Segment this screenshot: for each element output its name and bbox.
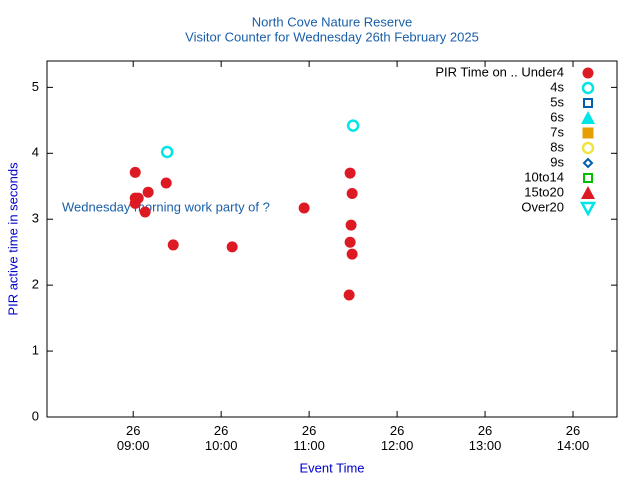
- point: [346, 248, 358, 260]
- legend-label: 15to20: [524, 184, 564, 199]
- legend-label: 8s: [550, 139, 564, 154]
- point: [160, 145, 174, 159]
- y-axis-label: PIR active time in seconds: [5, 162, 20, 316]
- legend-marker: [581, 186, 595, 199]
- x-tick-label: 26 13:00: [469, 423, 502, 453]
- point: [345, 219, 357, 231]
- legend-marker: [583, 98, 593, 108]
- legend-label: 9s: [550, 154, 564, 169]
- x-tick-label: 26 14:00: [557, 423, 590, 453]
- legend-label: PIR Time on .. Under4: [435, 64, 564, 79]
- point: [346, 188, 358, 200]
- point: [344, 167, 356, 179]
- point: [298, 202, 310, 214]
- point: [142, 186, 154, 198]
- y-tick-label: 3: [32, 211, 39, 226]
- legend-marker: [581, 111, 595, 124]
- x-axis-label: Event Time: [299, 460, 364, 475]
- point: [226, 241, 238, 253]
- point: [344, 236, 356, 248]
- legend-label: 4s: [550, 79, 564, 94]
- x-tick-label: 26 11:00: [293, 423, 325, 453]
- legend-label: Over20: [521, 199, 564, 214]
- legend-label: 5s: [550, 94, 564, 109]
- x-tick-label: 26 10:00: [205, 423, 238, 453]
- point: [132, 192, 144, 204]
- point: [160, 177, 172, 189]
- legend-marker: [581, 141, 595, 155]
- legend-label: 6s: [550, 109, 564, 124]
- point: [129, 166, 141, 178]
- y-tick-label: 5: [32, 79, 39, 94]
- y-tick-label: 0: [32, 408, 39, 423]
- x-tick-label: 26 12:00: [381, 423, 414, 453]
- legend-label: 7s: [550, 124, 564, 139]
- point: [167, 239, 179, 251]
- y-tick-label: 1: [32, 343, 39, 358]
- legend-marker: [582, 127, 594, 139]
- legend-marker: [581, 81, 595, 95]
- legend-label: 10to14: [524, 169, 564, 184]
- y-tick-label: 4: [32, 145, 39, 160]
- chart-title: North Cove Nature Reserve: [252, 14, 412, 29]
- plot-frame: [46, 60, 618, 418]
- point: [139, 206, 151, 218]
- legend-marker: [583, 173, 593, 183]
- x-tick-label: 26 09:00: [117, 423, 150, 453]
- point: [346, 119, 360, 132]
- legend-marker: [582, 157, 594, 169]
- y-tick-label: 2: [32, 277, 39, 292]
- point: [343, 289, 355, 301]
- annotation: Wednesday morning work party of ?: [62, 199, 270, 214]
- legend-marker: [582, 67, 594, 79]
- legend-marker: [579, 201, 597, 217]
- chart-subtitle: Visitor Counter for Wednesday 26th Febru…: [185, 29, 479, 44]
